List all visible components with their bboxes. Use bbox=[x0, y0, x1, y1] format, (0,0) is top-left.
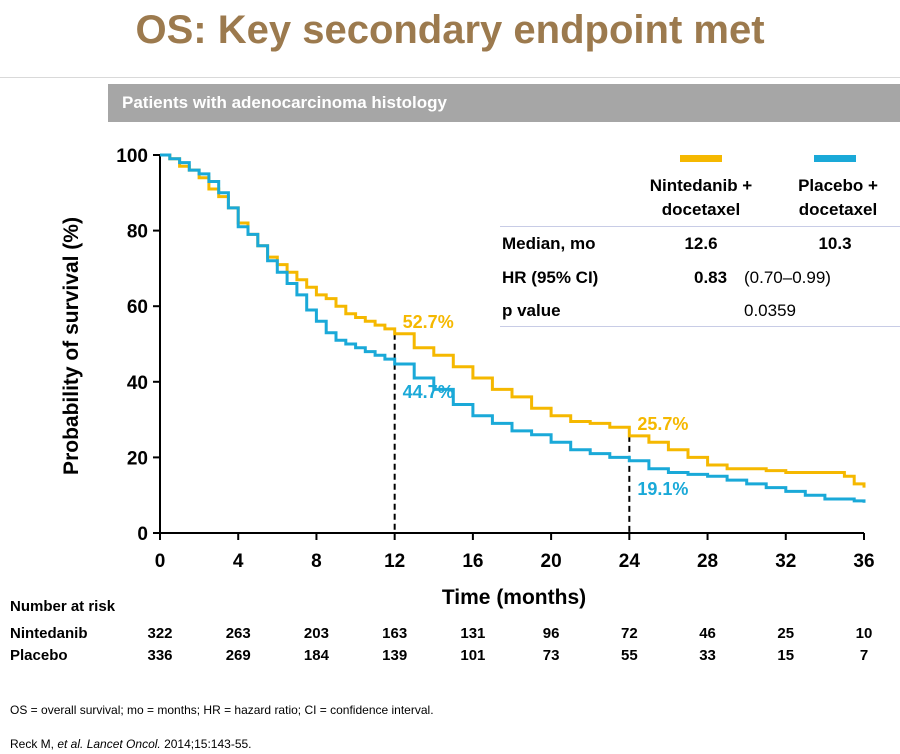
risk-value: 336 bbox=[147, 647, 173, 664]
x-tick-label: 20 bbox=[541, 551, 562, 572]
footnote-abbreviations: OS = overall survival; mo = months; HR =… bbox=[10, 703, 434, 717]
legend-nintedanib-line1: Nintedanib + bbox=[649, 176, 753, 195]
legend-placebo-line2: docetaxel bbox=[798, 200, 878, 219]
x-tick-label: 16 bbox=[462, 551, 483, 572]
risk-value: 163 bbox=[382, 625, 408, 642]
risk-value: 101 bbox=[460, 647, 486, 664]
risk-row-label: Placebo bbox=[10, 647, 68, 664]
risk-value: 269 bbox=[225, 647, 251, 664]
stats-divider-top bbox=[500, 226, 900, 227]
risk-value: 73 bbox=[542, 647, 560, 664]
risk-value: 184 bbox=[303, 647, 329, 664]
risk-value: 322 bbox=[147, 625, 173, 642]
risk-value: 96 bbox=[542, 625, 560, 642]
risk-value: 7 bbox=[859, 647, 869, 664]
legend-swatch-nintedanib bbox=[680, 155, 722, 162]
risk-value: 55 bbox=[620, 647, 638, 664]
risk-row-label: Nintedanib bbox=[10, 625, 88, 642]
y-tick-label: 60 bbox=[127, 297, 148, 318]
placebo-survival-curve bbox=[160, 153, 866, 503]
hr-label: HR (95% CI) bbox=[502, 268, 599, 287]
risk-value: 131 bbox=[460, 625, 486, 642]
risk-value: 25 bbox=[777, 625, 795, 642]
reference-journal: et al. Lancet Oncol. bbox=[57, 737, 161, 751]
slide-title: OS: Key secondary endpoint met bbox=[135, 8, 765, 52]
stats-divider-bottom bbox=[500, 326, 900, 327]
x-tick-label: 12 bbox=[384, 551, 405, 572]
legend-swatch-placebo bbox=[814, 155, 856, 162]
reference-author: Reck M, bbox=[10, 737, 58, 751]
reference-details: 2014;15:143-55. bbox=[160, 737, 252, 751]
risk-value: 203 bbox=[303, 625, 329, 642]
x-tick-label: 32 bbox=[775, 551, 796, 572]
median-nintedanib: 12.6 bbox=[684, 234, 718, 253]
legend-nintedanib-line2: docetaxel bbox=[661, 200, 741, 219]
x-tick-label: 24 bbox=[619, 551, 641, 572]
risk-value: 46 bbox=[699, 625, 716, 642]
y-tick-label: 40 bbox=[127, 373, 148, 394]
risk-value: 139 bbox=[382, 647, 408, 664]
risk-value: 263 bbox=[225, 625, 251, 642]
x-tick-label: 28 bbox=[697, 551, 718, 572]
hr-value: 0.83 bbox=[694, 268, 728, 287]
risk-value: 33 bbox=[699, 647, 716, 664]
y-tick-label: 0 bbox=[137, 524, 148, 545]
hr-ci: (0.70–0.99) bbox=[744, 268, 831, 287]
survival-rate-label: 25.7% bbox=[637, 414, 688, 434]
p-value: 0.0359 bbox=[744, 301, 796, 320]
subgroup-banner: Patients with adenocarcinoma histology bbox=[108, 84, 900, 122]
x-tick-label: 4 bbox=[233, 551, 244, 572]
title-divider bbox=[0, 77, 900, 78]
p-label: p value bbox=[502, 301, 561, 320]
survival-rate-label: 19.1% bbox=[637, 479, 688, 499]
footnote-reference: Reck M, et al. Lancet Oncol. 2014;15:143… bbox=[10, 737, 252, 751]
risk-value: 15 bbox=[777, 647, 795, 664]
risk-value: 10 bbox=[855, 625, 873, 642]
risk-value: 72 bbox=[620, 625, 638, 642]
survival-rate-label: 44.7% bbox=[403, 382, 454, 402]
y-axis-title: Probability of survival (%) bbox=[60, 217, 83, 475]
x-tick-label: 8 bbox=[311, 551, 322, 572]
y-tick-label: 100 bbox=[116, 146, 148, 167]
x-axis-title: Time (months) bbox=[442, 586, 586, 609]
y-tick-label: 80 bbox=[127, 222, 148, 243]
median-label: Median, mo bbox=[502, 234, 596, 253]
legend-placebo-line1: Placebo + bbox=[798, 176, 878, 195]
risk-table-header: Number at risk bbox=[10, 598, 116, 615]
median-placebo: 10.3 bbox=[818, 234, 852, 253]
x-tick-label: 36 bbox=[853, 551, 874, 572]
x-tick-label: 0 bbox=[155, 551, 166, 572]
y-tick-label: 20 bbox=[127, 448, 148, 469]
survival-rate-label: 52.7% bbox=[403, 312, 454, 332]
